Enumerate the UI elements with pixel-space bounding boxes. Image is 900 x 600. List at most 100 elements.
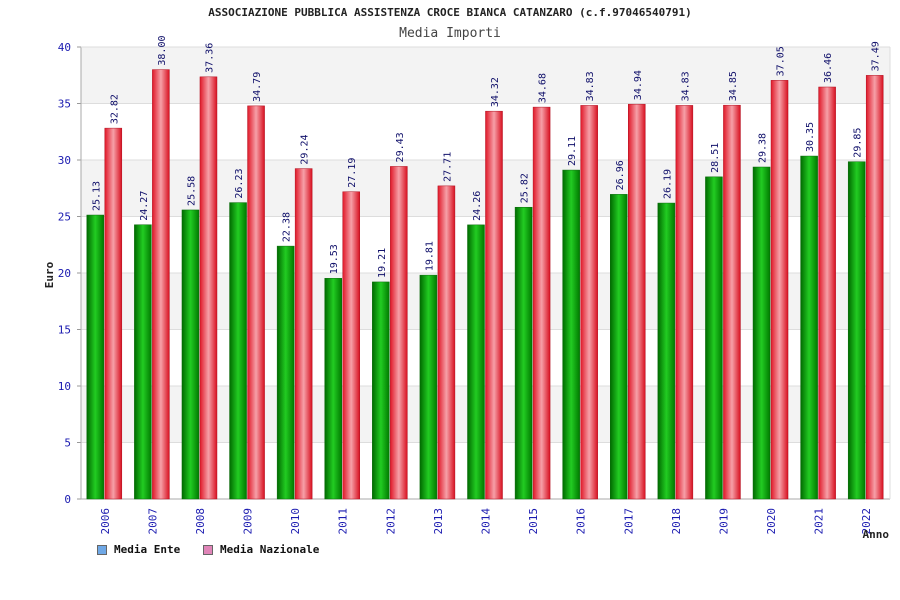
data-label: 27.19 [347, 158, 358, 188]
x-tick-label: 2009 [242, 508, 255, 535]
data-label: 34.83 [680, 71, 691, 101]
data-label: 37.36 [204, 43, 215, 73]
data-label: 34.94 [633, 70, 644, 100]
data-label: 26.19 [662, 169, 673, 199]
data-label: 22.38 [282, 212, 293, 242]
bar-media-ente [847, 161, 866, 500]
bar-media-nazionale [342, 191, 360, 500]
bar-media-ente [324, 278, 342, 500]
bar-media-nazionale [628, 103, 646, 500]
bar-media-nazionale [199, 76, 218, 500]
data-label: 34.79 [252, 72, 263, 102]
bar-media-nazionale [104, 127, 123, 500]
x-tick-label: 2019 [717, 508, 730, 535]
x-tick-label: 2006 [99, 508, 112, 535]
data-label: 29.24 [300, 134, 311, 164]
bar-media-nazionale [723, 104, 741, 500]
data-label: 29.11 [567, 136, 578, 166]
data-label: 29.43 [395, 132, 406, 162]
y-tick-label: 0 [64, 493, 71, 506]
data-label: 34.68 [538, 73, 549, 103]
x-tick-label: 2017 [622, 508, 635, 535]
x-tick-label: 2020 [765, 508, 778, 535]
bar-media-ente [134, 224, 152, 500]
legend-label-media-ente: Media Ente [114, 543, 181, 556]
legend-item-media-ente: Media Ente [97, 543, 180, 556]
x-tick-label: 2018 [670, 508, 683, 535]
bar-media-ente [514, 206, 533, 500]
data-label: 24.27 [139, 191, 150, 221]
bar-media-nazionale [390, 166, 408, 500]
data-label: 34.83 [585, 71, 596, 101]
data-label: 37.49 [871, 41, 882, 71]
data-label: 36.46 [823, 53, 834, 83]
y-tick-label: 40 [58, 41, 71, 54]
bar-media-nazionale [437, 185, 456, 500]
bar-media-nazionale [294, 168, 313, 500]
x-tick-label: 2014 [480, 508, 493, 535]
y-tick-label: 30 [58, 154, 71, 167]
data-label: 32.82 [109, 94, 120, 124]
bar-media-nazionale [532, 106, 551, 500]
legend-swatch-media-ente [97, 544, 107, 555]
bar-media-ente [372, 281, 390, 500]
bar-media-nazionale [580, 105, 598, 500]
bar-media-ente [467, 224, 485, 500]
x-tick-label: 2016 [575, 508, 588, 535]
x-tick-label: 2022 [860, 508, 873, 535]
x-tick-label: 2015 [527, 508, 540, 535]
bar-media-ente [610, 194, 628, 500]
bar-media-ente [657, 202, 676, 500]
legend-label-media-nazionale: Media Nazionale [220, 543, 320, 556]
data-label: 24.26 [472, 191, 483, 221]
chart-subtitle: Media Importi [399, 26, 501, 41]
bar-media-ente [229, 202, 247, 500]
data-label: 38.00 [157, 35, 168, 65]
data-label: 29.38 [758, 133, 769, 163]
x-tick-label: 2011 [337, 508, 350, 535]
bar-media-nazionale [485, 110, 503, 500]
bar-media-ente [752, 166, 771, 500]
data-label: 30.35 [805, 122, 816, 152]
data-label: 25.58 [186, 176, 197, 206]
data-label: 25.82 [520, 173, 531, 203]
bar-media-ente [181, 209, 200, 500]
bar-media-nazionale [865, 75, 884, 500]
bar-media-nazionale [152, 69, 170, 500]
data-label: 19.81 [424, 241, 435, 271]
data-label: 26.23 [234, 168, 245, 198]
y-tick-label: 5 [64, 437, 71, 450]
bar-media-ente [800, 155, 818, 500]
bar-media-ente [419, 274, 438, 500]
data-label: 37.05 [776, 46, 787, 76]
bar-media-ente [705, 176, 723, 500]
y-tick-label: 15 [58, 324, 71, 337]
data-label: 19.53 [329, 244, 340, 274]
data-label: 27.71 [442, 152, 453, 182]
bar-media-nazionale [818, 86, 836, 500]
x-tick-label: 2021 [813, 508, 826, 535]
x-axis-title: Anno [863, 528, 890, 541]
y-tick-label: 35 [58, 98, 71, 111]
y-tick-label: 10 [58, 380, 71, 393]
data-label: 26.96 [615, 160, 626, 190]
x-tick-label: 2012 [384, 508, 397, 535]
x-tick-label: 2010 [289, 508, 302, 535]
data-label: 34.32 [490, 77, 501, 107]
data-label: 25.13 [91, 181, 102, 211]
chart-title: ASSOCIAZIONE PUBBLICA ASSISTENZA CROCE B… [208, 6, 692, 19]
x-tick-label: 2008 [194, 508, 207, 535]
data-label: 28.51 [710, 143, 721, 173]
bar-media-ente [276, 245, 295, 500]
legend-item-media-nazionale: Media Nazionale [203, 543, 319, 556]
x-tick-label: 2007 [146, 508, 159, 535]
legend-swatch-media-nazionale [203, 544, 213, 555]
bar-media-nazionale [675, 105, 694, 500]
bar-media-nazionale [770, 80, 789, 500]
bar-media-ente [86, 214, 105, 500]
bar-media-nazionale [247, 105, 265, 500]
data-label: 19.21 [377, 248, 388, 278]
y-tick-label: 25 [58, 211, 71, 224]
data-label: 34.85 [728, 71, 739, 101]
